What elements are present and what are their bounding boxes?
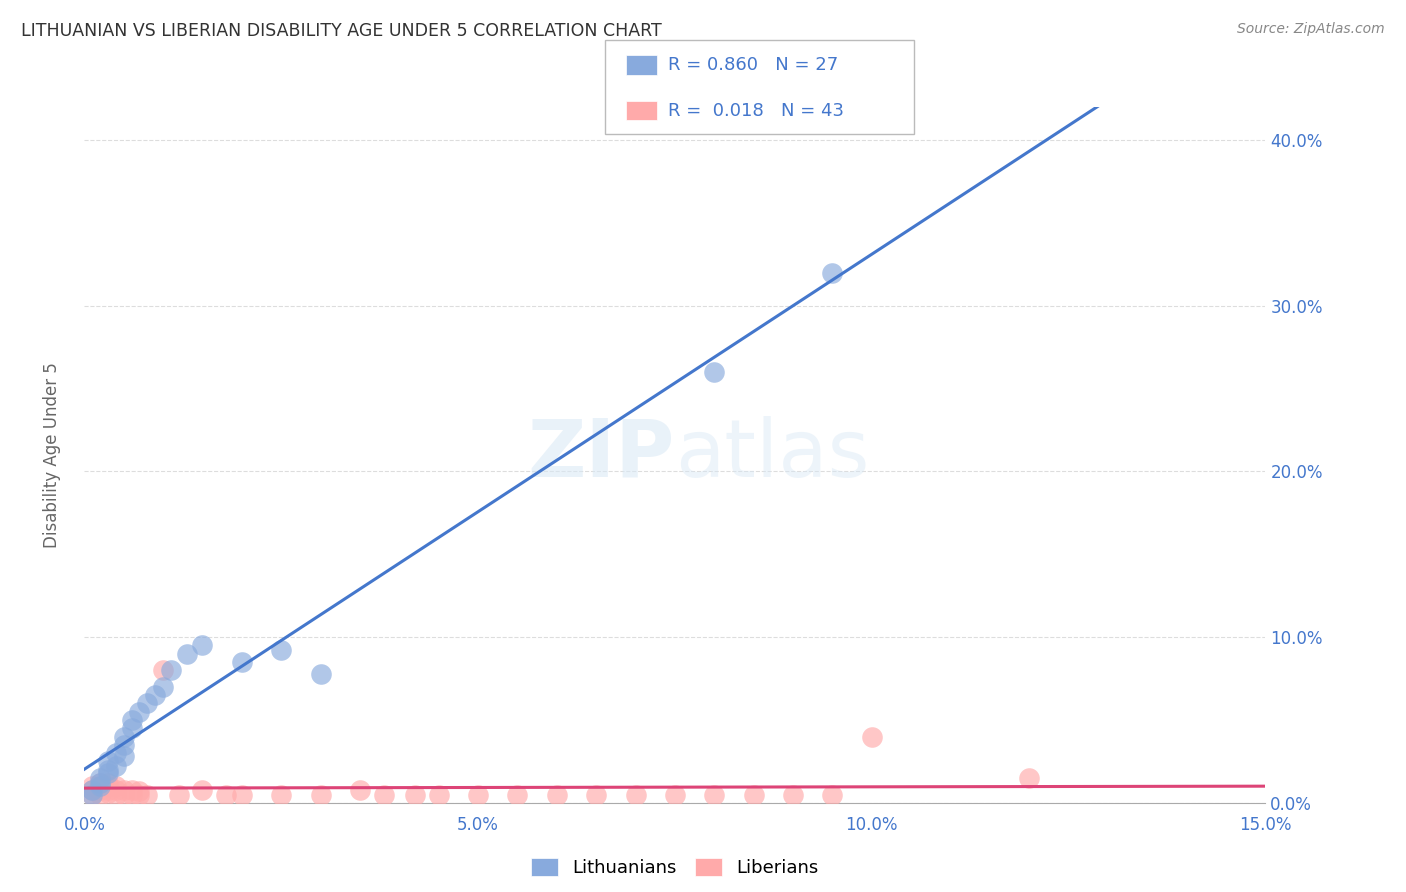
Point	[860, 730, 883, 744]
Point	[624, 788, 647, 802]
Point	[112, 788, 135, 802]
Point	[89, 776, 111, 790]
Point	[742, 788, 765, 802]
Point	[104, 746, 127, 760]
Point	[82, 782, 104, 797]
Point	[404, 788, 426, 802]
Point	[121, 782, 143, 797]
Point	[231, 788, 253, 802]
Point	[136, 697, 159, 711]
Point	[121, 721, 143, 735]
Y-axis label: Disability Age Under 5: Disability Age Under 5	[42, 362, 60, 548]
Point	[703, 365, 725, 379]
Point	[89, 771, 111, 785]
Point	[82, 782, 104, 797]
Point	[104, 779, 127, 793]
Point	[782, 788, 804, 802]
Point	[97, 755, 120, 769]
Point	[664, 788, 686, 802]
Point	[270, 643, 292, 657]
Point	[373, 788, 395, 802]
Text: R =  0.018   N = 43: R = 0.018 N = 43	[668, 102, 844, 120]
Point	[121, 788, 143, 802]
Legend: Lithuanians, Liberians: Lithuanians, Liberians	[524, 850, 825, 884]
Point	[176, 647, 198, 661]
Point	[821, 788, 844, 802]
Text: R = 0.860   N = 27: R = 0.860 N = 27	[668, 56, 838, 74]
Point	[97, 779, 120, 793]
Point	[309, 788, 332, 802]
Point	[427, 788, 450, 802]
Point	[309, 666, 332, 681]
Point	[270, 788, 292, 802]
Point	[1018, 771, 1040, 785]
Point	[152, 663, 174, 677]
Point	[136, 788, 159, 802]
Point	[191, 782, 214, 797]
Point	[231, 655, 253, 669]
Point	[703, 788, 725, 802]
Text: atlas: atlas	[675, 416, 869, 494]
Point	[349, 782, 371, 797]
Point	[215, 788, 238, 802]
Point	[82, 779, 104, 793]
Point	[821, 266, 844, 280]
Point	[160, 663, 183, 677]
Point	[97, 786, 120, 800]
Point	[506, 788, 529, 802]
Point	[112, 738, 135, 752]
Point	[82, 788, 104, 802]
Point	[167, 788, 190, 802]
Point	[97, 763, 120, 777]
Point	[104, 782, 127, 797]
Text: ZIP: ZIP	[527, 416, 675, 494]
Point	[104, 788, 127, 802]
Point	[128, 788, 150, 802]
Point	[89, 776, 111, 790]
Point	[152, 680, 174, 694]
Point	[89, 788, 111, 802]
Point	[112, 749, 135, 764]
Point	[97, 776, 120, 790]
Point	[112, 730, 135, 744]
Point	[112, 782, 135, 797]
Point	[191, 639, 214, 653]
Point	[546, 788, 568, 802]
Point	[97, 782, 120, 797]
Point	[89, 779, 111, 793]
Point	[585, 788, 607, 802]
Point	[104, 759, 127, 773]
Point	[467, 788, 489, 802]
Text: LITHUANIAN VS LIBERIAN DISABILITY AGE UNDER 5 CORRELATION CHART: LITHUANIAN VS LIBERIAN DISABILITY AGE UN…	[21, 22, 662, 40]
Point	[97, 766, 120, 780]
Point	[128, 705, 150, 719]
Point	[128, 784, 150, 798]
Text: Source: ZipAtlas.com: Source: ZipAtlas.com	[1237, 22, 1385, 37]
Point	[89, 782, 111, 797]
Point	[82, 788, 104, 802]
Point	[143, 688, 166, 702]
Point	[121, 713, 143, 727]
